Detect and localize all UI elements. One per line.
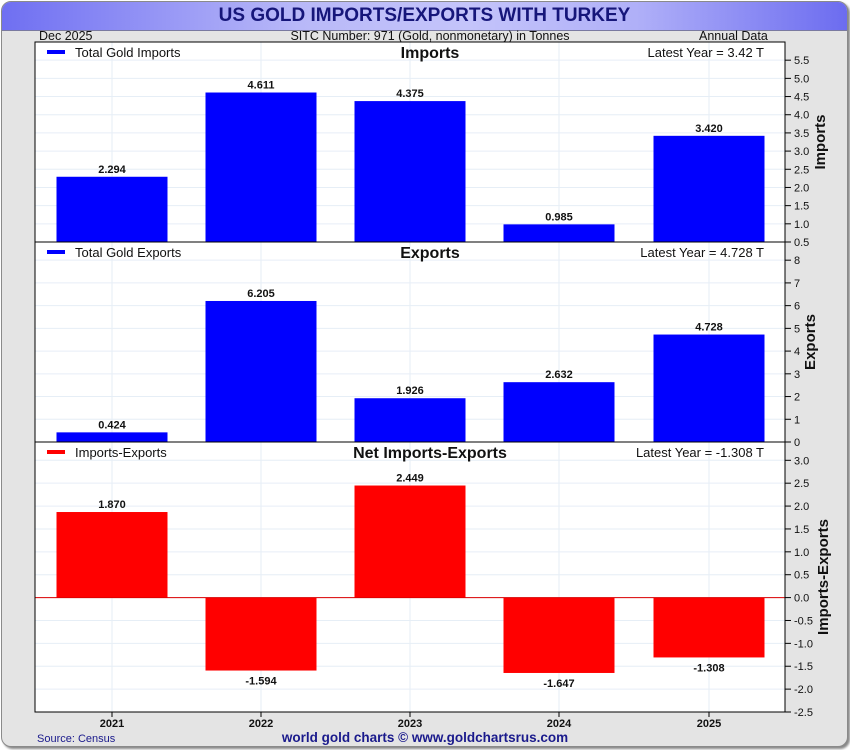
bar-2024	[503, 224, 615, 242]
y-tick-label: 4.0	[794, 110, 809, 122]
bar-2022	[205, 300, 317, 442]
x-tick-label-2023: 2023	[398, 718, 422, 730]
data-label-2025: 4.728	[695, 322, 723, 334]
x-tick-label-2021: 2021	[100, 718, 124, 730]
y-tick-label: 2.5	[794, 164, 809, 176]
data-label-2023: 4.375	[396, 88, 424, 100]
y-axis-title: Exports	[802, 314, 819, 370]
panel-title: Net Imports-Exports	[353, 445, 507, 462]
y-tick-label: 2.0	[794, 501, 809, 513]
y-tick-label: 4	[794, 346, 800, 358]
bar-2025	[653, 597, 765, 658]
data-label-2021: 2.294	[98, 164, 126, 176]
y-tick-label: -2.0	[794, 684, 813, 696]
x-tick-label-2022: 2022	[249, 718, 273, 730]
legend-swatch	[47, 50, 65, 54]
y-tick-label: 2	[794, 392, 800, 404]
legend-swatch	[47, 450, 65, 454]
y-tick-label: -1.5	[794, 661, 813, 673]
y-tick-label: 7	[794, 278, 800, 290]
y-tick-label: 3.5	[794, 128, 809, 140]
data-label-2024: 0.985	[545, 211, 573, 223]
y-tick-label: 2.0	[794, 182, 809, 194]
data-label-2022: -1.594	[245, 676, 277, 688]
chart-title: US GOLD IMPORTS/EXPORTS WITH TURKEY	[218, 5, 631, 26]
bar-2021	[56, 176, 168, 242]
date-label: Dec 2025	[39, 29, 93, 43]
panel-title: Exports	[400, 245, 460, 262]
y-tick-label: 4.5	[794, 92, 809, 104]
y-tick-label: 5.0	[794, 73, 809, 85]
y-tick-label: -2.5	[794, 707, 813, 719]
subtitle-label: SITC Number: 971 (Gold, nonmonetary) in …	[290, 29, 570, 43]
latest-year-label: Latest Year = 4.728 T	[640, 245, 764, 260]
legend-swatch	[47, 250, 65, 254]
y-tick-label: 5	[794, 323, 800, 335]
y-tick-label: 1	[794, 414, 800, 426]
data-label-2024: 2.632	[545, 369, 573, 381]
data-label-2022: 4.611	[248, 80, 275, 92]
data-label-2021: 0.424	[98, 419, 126, 431]
bar-2023	[354, 101, 466, 242]
bar-2021	[56, 512, 168, 598]
panel-title: Imports	[401, 45, 460, 62]
data-label-2025: -1.308	[693, 662, 724, 674]
legend-label: Imports-Exports	[75, 445, 167, 460]
y-axis-title: Imports-Exports	[815, 519, 832, 635]
y-tick-label: 3.0	[794, 146, 809, 158]
y-tick-label: 0.0	[794, 593, 809, 605]
x-tick-label-2024: 2024	[547, 718, 572, 730]
title-bar: US GOLD IMPORTS/EXPORTS WITH TURKEY	[2, 2, 847, 31]
bar-2023	[354, 485, 466, 598]
y-axis-title: Imports	[812, 114, 829, 169]
bar-2023	[354, 398, 466, 442]
bar-2024	[503, 597, 615, 673]
data-label-2022: 6.205	[247, 288, 275, 300]
latest-year-label: Latest Year = -1.308 T	[636, 445, 764, 460]
y-tick-label: 0.5	[794, 570, 809, 582]
bar-2025	[653, 135, 765, 242]
bar-2021	[56, 432, 168, 442]
legend-label: Total Gold Imports	[75, 45, 181, 60]
legend-label: Total Gold Exports	[75, 245, 182, 260]
bar-2022	[205, 597, 317, 671]
x-tick-label-2025: 2025	[697, 718, 721, 730]
y-tick-label: 5.5	[794, 55, 809, 67]
y-tick-label: 8	[794, 255, 800, 267]
data-label-2021: 1.870	[98, 499, 126, 511]
y-tick-label: 1.0	[794, 547, 809, 559]
credit-label: world gold charts © www.goldchartsrus.co…	[281, 730, 569, 745]
frequency-label: Annual Data	[699, 29, 768, 43]
latest-year-label: Latest Year = 3.42 T	[648, 45, 765, 60]
source-label: Source: Census	[37, 733, 116, 745]
y-tick-label: 2.5	[794, 478, 809, 490]
data-label-2023: 1.926	[396, 385, 424, 397]
y-tick-label: -1.0	[794, 638, 813, 650]
y-tick-label: 1.5	[794, 201, 809, 213]
bar-2025	[653, 334, 765, 442]
data-label-2023: 2.449	[396, 473, 424, 485]
y-tick-label: 0.5	[794, 237, 809, 249]
y-tick-label: 1.5	[794, 524, 809, 536]
y-tick-label: 6	[794, 301, 800, 313]
y-tick-label: 1.0	[794, 219, 809, 231]
data-label-2024: -1.647	[543, 678, 574, 690]
bar-2022	[205, 92, 317, 242]
y-tick-label: -0.5	[794, 615, 813, 627]
y-tick-label: 3.0	[794, 455, 809, 467]
data-label-2025: 3.420	[695, 123, 723, 135]
bar-2024	[503, 382, 615, 442]
y-tick-label: 0	[794, 437, 800, 449]
y-tick-label: 3	[794, 369, 800, 381]
